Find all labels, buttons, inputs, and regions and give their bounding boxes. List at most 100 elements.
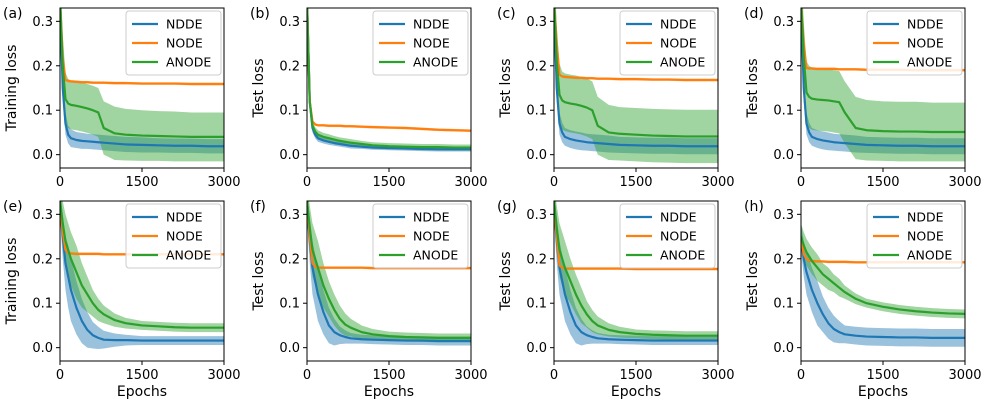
legend: NDDE NODE ANODE [619,10,716,76]
x-axis-label: Epochs [117,384,167,400]
line-ndde [307,8,471,151]
y-tick-label: 0.2 [773,59,794,74]
legend-entry-ndde: NDDE [413,17,450,32]
y-tick-label: 0.1 [32,104,53,119]
legend-entry-node: NODE [907,36,944,51]
y-tick-label: 0.3 [526,15,547,30]
subplot-panel: 0.0 0.1 0.2 0.3 0 1500 3000 Training loss (a) NDD… [3,6,241,190]
band-ndde [307,201,471,346]
legend-entry-anode: ANODE [660,248,705,263]
y-tick-label: 0.2 [279,59,300,74]
y-tick-label: 0.3 [32,208,53,223]
legend-entry-ndde: NDDE [166,210,203,225]
x-tick-label: 3000 [948,175,981,190]
x-tick-label: 1500 [125,175,158,190]
panel-label: (c) [497,6,516,22]
line-ndde [801,8,965,148]
legend-box [372,10,469,76]
x-tick-label: 0 [303,368,311,383]
line-anode [60,8,224,138]
line-node [307,8,471,132]
line-anode [554,201,718,337]
band-ndde [801,223,965,347]
y-tick-label: 0.3 [773,208,794,223]
x-tick-label: 3000 [207,368,240,383]
y-tick-label: 0.1 [526,104,547,119]
line-anode [307,201,471,339]
legend-entry-node: NODE [413,229,450,244]
line-ndde [554,8,718,148]
legend-box [866,10,963,76]
y-tick-label: 0.0 [279,148,300,163]
panel-label: (d) [744,6,764,22]
legend: NDDE NODE ANODE [372,203,469,269]
legend: NDDE NODE ANODE [619,203,716,269]
plot-area [801,8,965,162]
x-tick-label: 0 [797,368,805,383]
line-ndde [60,201,224,342]
y-tick-label: 0.0 [526,341,547,356]
line-ndde [554,201,718,342]
y-tick-label: 0.2 [279,252,300,267]
x-tick-label: 3000 [701,368,734,383]
legend: NDDE NODE ANODE [125,203,222,269]
y-tick-label: 0.1 [279,104,300,119]
line-ndde [60,8,224,148]
legend: NDDE NODE ANODE [125,10,222,76]
y-tick-label: 0.3 [32,15,53,30]
legend-entry-anode: ANODE [413,248,458,263]
x-tick-label: 0 [550,368,558,383]
legend: NDDE NODE ANODE [866,203,963,269]
line-anode [554,8,718,138]
subplot-panel: 0.0 0.1 0.2 0.3 0 1500 3000 Test loss Epochs (f) N… [250,199,488,400]
x-tick-label: 0 [303,175,311,190]
panel-label: (e) [3,199,23,215]
legend-entry-node: NODE [413,36,450,51]
y-tick-label: 0.0 [526,148,547,163]
line-node [60,8,224,86]
y-tick-label: 0.1 [773,104,794,119]
panel-label: (b) [250,6,270,22]
band-ndde [554,201,718,346]
x-tick-label: 1500 [619,175,652,190]
y-axis-label: Test loss [498,251,514,311]
band-ndde [60,8,224,154]
subplot-panel: 0.0 0.1 0.2 0.3 0 1500 3000 Test loss (b) NDDE NOD… [250,6,488,190]
legend-entry-ndde: NDDE [660,210,697,225]
plot-area [554,8,718,164]
y-axis-label: Training loss [4,45,20,133]
y-axis-label: Test loss [745,251,761,311]
legend: NDDE NODE ANODE [866,10,963,76]
legend-entry-anode: ANODE [166,55,211,70]
x-tick-label: 1500 [125,368,158,383]
legend-box [619,10,716,76]
y-tick-label: 0.2 [773,252,794,267]
y-tick-label: 0.2 [32,252,53,267]
y-tick-label: 0.1 [279,297,300,312]
y-tick-label: 0.0 [32,148,53,163]
x-tick-label: 1500 [372,368,405,383]
x-axis-label: Epochs [364,384,414,400]
legend-box [619,203,716,269]
subplot-panel: 0.0 0.1 0.2 0.3 0 1500 3000 Test loss (c) NDDE NOD… [497,6,735,190]
x-axis-label: Epochs [858,384,908,400]
legend-box [125,203,222,269]
line-anode [60,201,224,329]
legend-entry-ndde: NDDE [660,17,697,32]
line-ndde [307,201,471,343]
legend-entry-anode: ANODE [907,248,952,263]
x-tick-label: 0 [797,175,805,190]
line-node [554,201,718,271]
y-tick-label: 0.3 [526,208,547,223]
legend-entry-ndde: NDDE [907,210,944,225]
line-anode [801,236,965,315]
x-tick-label: 0 [56,175,64,190]
x-tick-label: 0 [56,368,64,383]
y-tick-label: 0.1 [773,297,794,312]
legend-entry-ndde: NDDE [166,17,203,32]
subplot-panel: 0.0 0.1 0.2 0.3 0 1500 3000 Test loss Epochs (g) N… [497,199,735,400]
legend-box [866,203,963,269]
x-tick-label: 3000 [701,175,734,190]
y-tick-label: 0.1 [32,297,53,312]
